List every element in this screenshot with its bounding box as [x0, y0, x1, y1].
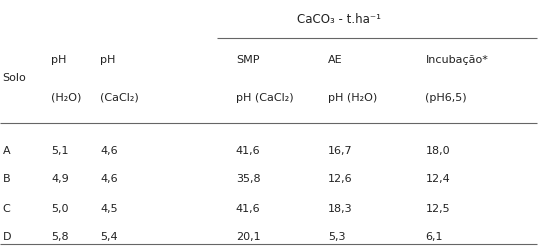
Text: A: A — [3, 145, 10, 155]
Text: (H₂O): (H₂O) — [51, 92, 82, 102]
Text: (pH6,5): (pH6,5) — [425, 92, 467, 102]
Text: 5,4: 5,4 — [100, 231, 118, 241]
Text: 5,1: 5,1 — [51, 145, 69, 155]
Text: pH (H₂O): pH (H₂O) — [328, 92, 377, 102]
Text: 12,5: 12,5 — [425, 203, 450, 213]
Text: 35,8: 35,8 — [236, 174, 260, 184]
Text: 5,8: 5,8 — [51, 231, 69, 241]
Text: 4,6: 4,6 — [100, 145, 118, 155]
Text: Solo: Solo — [3, 72, 27, 83]
Text: (CaCl₂): (CaCl₂) — [100, 92, 139, 102]
Text: 41,6: 41,6 — [236, 145, 260, 155]
Text: 4,9: 4,9 — [51, 174, 69, 184]
Text: pH: pH — [100, 55, 115, 65]
Text: 4,5: 4,5 — [100, 203, 118, 213]
Text: 4,6: 4,6 — [100, 174, 118, 184]
Text: Incubação*: Incubação* — [425, 55, 488, 65]
Text: CaCO₃ - t.ha⁻¹: CaCO₃ - t.ha⁻¹ — [297, 12, 380, 26]
Text: 18,0: 18,0 — [425, 145, 450, 155]
Text: SMP: SMP — [236, 55, 259, 65]
Text: D: D — [3, 231, 11, 241]
Text: 12,6: 12,6 — [328, 174, 352, 184]
Text: 41,6: 41,6 — [236, 203, 260, 213]
Text: 18,3: 18,3 — [328, 203, 352, 213]
Text: 6,1: 6,1 — [425, 231, 443, 241]
Text: C: C — [3, 203, 10, 213]
Text: AE: AE — [328, 55, 343, 65]
Text: pH: pH — [51, 55, 67, 65]
Text: 5,0: 5,0 — [51, 203, 69, 213]
Text: pH (CaCl₂): pH (CaCl₂) — [236, 92, 293, 102]
Text: 5,3: 5,3 — [328, 231, 345, 241]
Text: 16,7: 16,7 — [328, 145, 352, 155]
Text: B: B — [3, 174, 10, 184]
Text: 20,1: 20,1 — [236, 231, 260, 241]
Text: 12,4: 12,4 — [425, 174, 450, 184]
